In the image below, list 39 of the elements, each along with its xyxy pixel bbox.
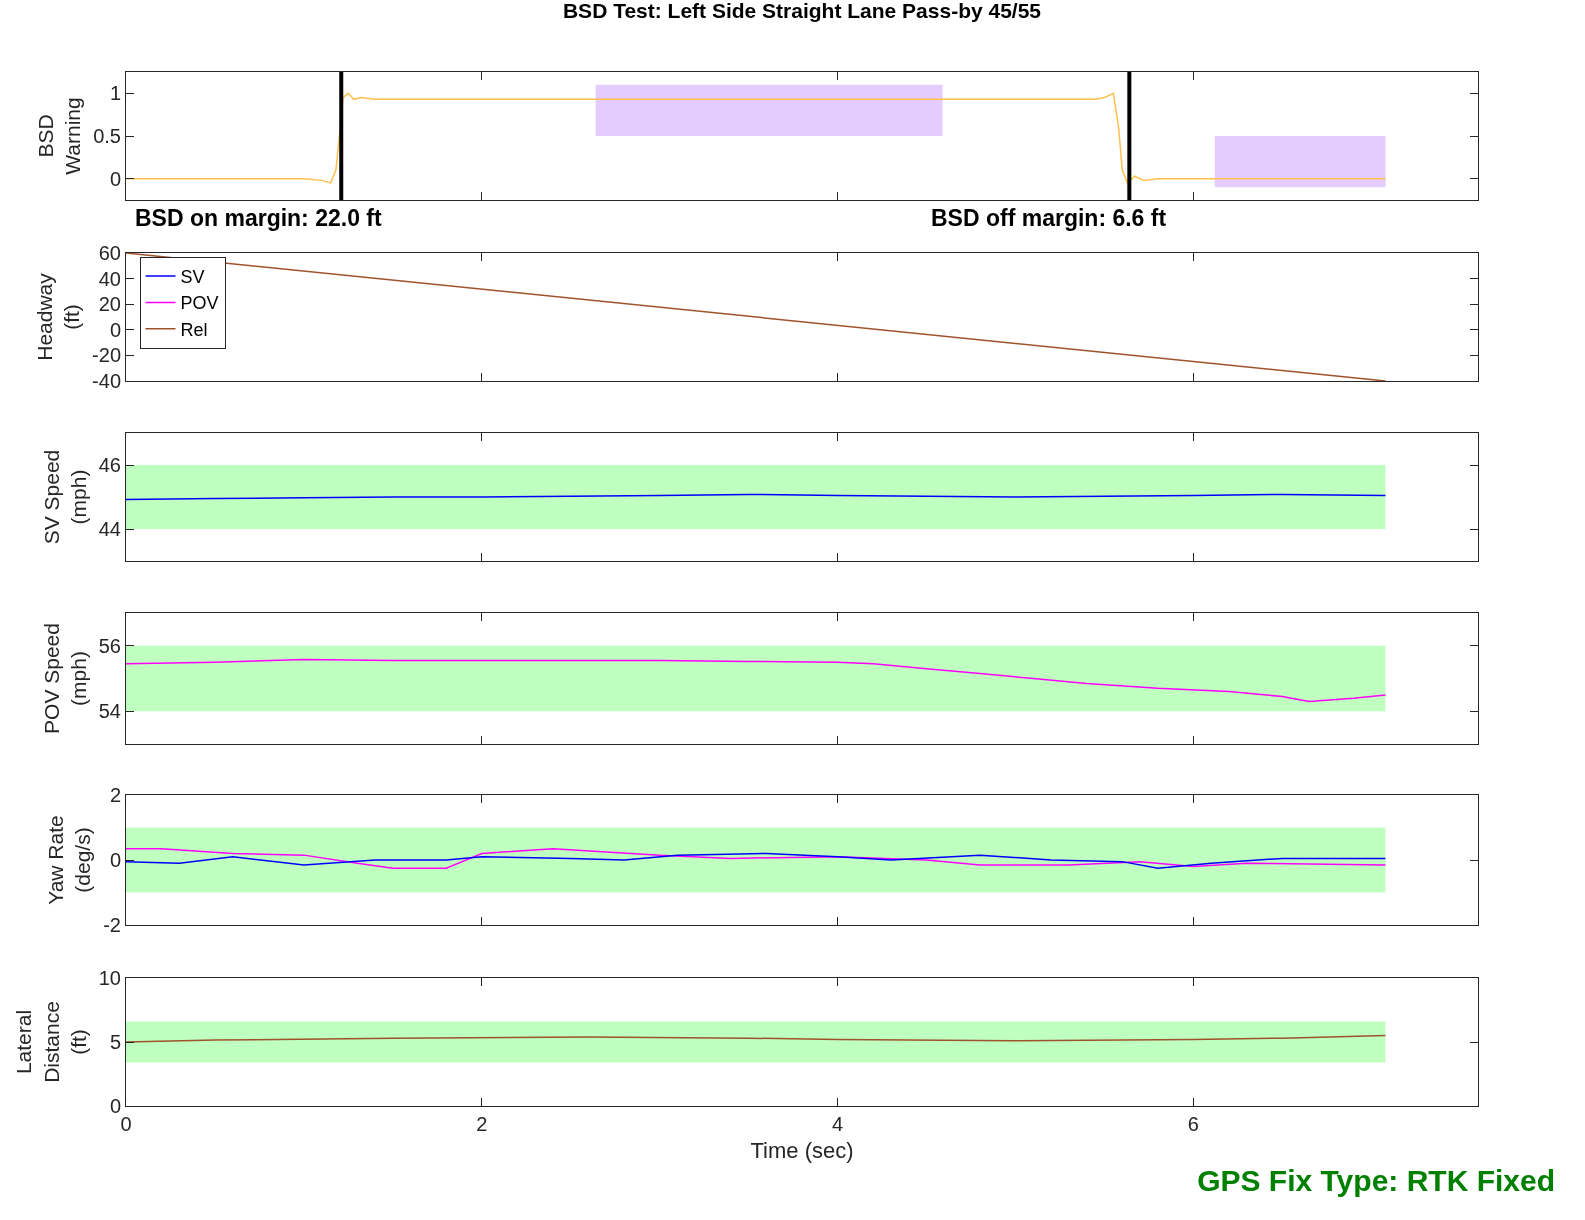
y-tick-label: -40 <box>92 370 121 392</box>
y-tick-label: 0 <box>109 318 121 341</box>
line-series <box>126 852 1387 869</box>
y-axis-title: SV Speed (mph) <box>39 449 90 545</box>
y-axis-title: Yaw Rate (deg/s) <box>44 815 95 905</box>
y-tick-label: 56 <box>98 634 121 657</box>
legend-label: POV <box>180 293 219 314</box>
y-tick-label: 10 <box>98 967 121 989</box>
text: BSD on margin: 22.0 ft <box>135 205 382 231</box>
y-tick-label: 0 <box>109 167 121 190</box>
y-tick-label: -2 <box>103 914 121 936</box>
y-tick-label: 46 <box>98 454 121 476</box>
y-tick-label: 44 <box>98 518 121 540</box>
y-tick-label: 5 <box>109 1031 121 1053</box>
text: BSD off margin: 6.6 ft <box>931 205 1167 231</box>
y-tick-label: 2 <box>109 784 121 806</box>
legend-label: SV <box>180 267 205 288</box>
y-tick-label: 0 <box>109 849 121 871</box>
y-axis-title: Headway (ft) <box>32 272 84 361</box>
y-tick-label: 60 <box>98 242 121 264</box>
x-tick-label: 6 <box>1187 1113 1199 1135</box>
y-tick-label: 54 <box>98 700 121 723</box>
y-tick-label: 0 <box>109 1095 121 1117</box>
line-series <box>126 658 1387 703</box>
y-tick-label: 20 <box>98 293 121 316</box>
y-tick-label: 0.5 <box>93 125 121 147</box>
y-axis-title: BSD Warning <box>34 97 85 175</box>
x-tick-label: 2 <box>476 1113 488 1135</box>
line-series <box>126 847 1387 869</box>
y-tick-label: -20 <box>92 344 121 367</box>
y-tick-label: 1 <box>109 82 121 105</box>
x-tick-label: 4 <box>832 1113 844 1135</box>
chart-title: BSD Test: Left Side Straight Lane Pass-by 45/55 <box>562 0 1042 23</box>
y-axis-title: POV Speed (mph) <box>39 623 90 734</box>
y-tick-label: 40 <box>98 267 121 290</box>
legend-label: Rel <box>180 319 208 340</box>
text: GPS Fix Type: RTK Fixed <box>1197 1164 1555 1198</box>
y-axis-title: Lateral Distance (ft) <box>12 1001 90 1083</box>
x-axis-title: Time (sec) <box>750 1137 854 1163</box>
